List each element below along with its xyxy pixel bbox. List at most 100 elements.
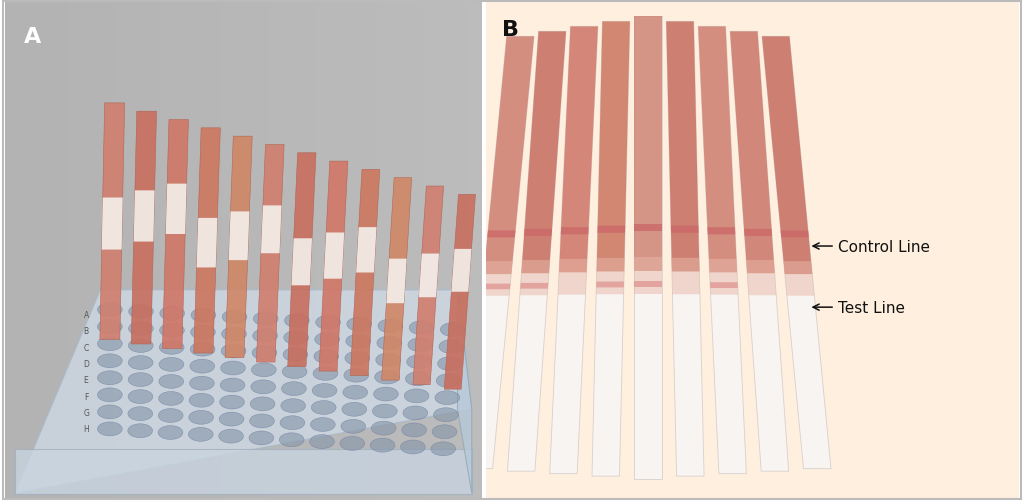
Text: A: A	[25, 27, 41, 47]
Polygon shape	[730, 32, 774, 274]
Ellipse shape	[283, 348, 308, 362]
Ellipse shape	[190, 343, 215, 356]
Ellipse shape	[220, 395, 245, 409]
Ellipse shape	[188, 410, 214, 424]
Polygon shape	[288, 153, 316, 367]
Ellipse shape	[406, 372, 430, 386]
Ellipse shape	[283, 365, 307, 379]
Ellipse shape	[401, 423, 427, 437]
Polygon shape	[783, 262, 814, 296]
Ellipse shape	[97, 337, 122, 351]
Polygon shape	[520, 284, 548, 289]
Ellipse shape	[97, 388, 122, 402]
Polygon shape	[481, 262, 512, 296]
Text: Control Line: Control Line	[813, 239, 930, 254]
Ellipse shape	[221, 327, 247, 341]
Polygon shape	[419, 254, 439, 298]
Polygon shape	[465, 37, 535, 469]
Polygon shape	[709, 260, 738, 295]
Ellipse shape	[128, 373, 153, 387]
Polygon shape	[559, 27, 598, 273]
Ellipse shape	[97, 422, 122, 436]
Ellipse shape	[252, 346, 276, 360]
Polygon shape	[225, 137, 252, 358]
Polygon shape	[596, 259, 625, 295]
Ellipse shape	[408, 338, 433, 352]
Polygon shape	[134, 191, 155, 242]
Ellipse shape	[221, 344, 246, 358]
Ellipse shape	[346, 335, 371, 348]
Polygon shape	[292, 239, 312, 286]
Ellipse shape	[128, 339, 154, 353]
Ellipse shape	[314, 333, 340, 347]
Ellipse shape	[97, 303, 122, 317]
Text: D: D	[83, 359, 89, 368]
Ellipse shape	[221, 361, 246, 375]
Polygon shape	[634, 18, 662, 478]
Ellipse shape	[281, 399, 305, 413]
Ellipse shape	[432, 425, 457, 439]
Ellipse shape	[219, 412, 244, 426]
Ellipse shape	[310, 418, 335, 432]
Ellipse shape	[253, 312, 279, 326]
Ellipse shape	[400, 440, 425, 454]
Text: B: B	[84, 327, 89, 336]
Polygon shape	[14, 290, 472, 493]
Ellipse shape	[189, 377, 214, 390]
Polygon shape	[596, 282, 624, 288]
Ellipse shape	[344, 369, 369, 382]
Ellipse shape	[250, 414, 274, 428]
Ellipse shape	[129, 322, 154, 336]
Ellipse shape	[410, 321, 434, 335]
Polygon shape	[382, 178, 412, 380]
Polygon shape	[444, 195, 475, 389]
Ellipse shape	[435, 391, 460, 405]
Ellipse shape	[280, 433, 304, 447]
Ellipse shape	[158, 426, 183, 439]
Ellipse shape	[250, 397, 275, 411]
Ellipse shape	[373, 404, 397, 418]
Text: C: C	[83, 343, 89, 352]
Ellipse shape	[407, 355, 431, 369]
Polygon shape	[261, 206, 282, 254]
Polygon shape	[762, 37, 812, 275]
Ellipse shape	[372, 421, 396, 435]
Ellipse shape	[97, 371, 122, 385]
Ellipse shape	[159, 409, 183, 423]
Ellipse shape	[252, 363, 276, 377]
Polygon shape	[194, 129, 220, 353]
Text: H: H	[83, 424, 89, 433]
Text: B: B	[503, 20, 519, 40]
Polygon shape	[524, 229, 552, 236]
Polygon shape	[550, 27, 598, 474]
Polygon shape	[413, 187, 443, 385]
Ellipse shape	[160, 341, 184, 355]
Ellipse shape	[314, 350, 339, 364]
Polygon shape	[667, 23, 699, 272]
Ellipse shape	[128, 356, 153, 370]
Ellipse shape	[190, 326, 215, 339]
Polygon shape	[100, 104, 125, 340]
Ellipse shape	[282, 382, 306, 396]
Polygon shape	[350, 170, 380, 376]
Text: Test Line: Test Line	[813, 300, 905, 315]
Ellipse shape	[312, 384, 337, 398]
Polygon shape	[746, 261, 776, 296]
Polygon shape	[634, 281, 662, 287]
Ellipse shape	[191, 309, 216, 322]
Polygon shape	[667, 23, 705, 476]
Ellipse shape	[189, 393, 214, 407]
Polygon shape	[744, 229, 772, 236]
Polygon shape	[228, 212, 250, 261]
Ellipse shape	[436, 374, 461, 388]
Ellipse shape	[159, 358, 184, 372]
Ellipse shape	[97, 354, 122, 368]
Ellipse shape	[129, 305, 154, 319]
Ellipse shape	[378, 319, 402, 333]
Ellipse shape	[128, 424, 153, 438]
Polygon shape	[458, 290, 472, 493]
Text: E: E	[84, 376, 88, 385]
Polygon shape	[597, 23, 630, 272]
Polygon shape	[166, 184, 186, 234]
Ellipse shape	[431, 442, 456, 456]
